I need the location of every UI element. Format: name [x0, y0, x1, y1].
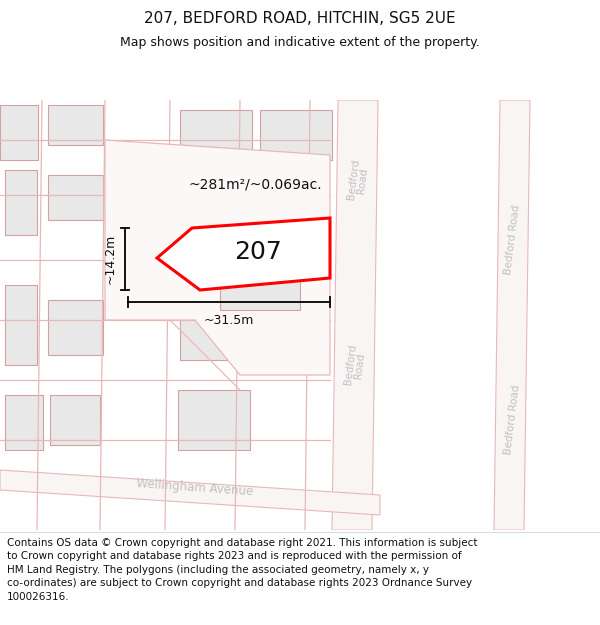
- Text: Bedford
Road: Bedford Road: [343, 343, 367, 387]
- Polygon shape: [48, 300, 103, 355]
- Polygon shape: [5, 170, 37, 235]
- Polygon shape: [48, 105, 103, 145]
- Polygon shape: [180, 300, 252, 360]
- Text: ~281m²/~0.069ac.: ~281m²/~0.069ac.: [188, 178, 322, 192]
- Text: ~14.2m: ~14.2m: [104, 234, 117, 284]
- Polygon shape: [50, 395, 100, 445]
- Polygon shape: [494, 100, 530, 530]
- Polygon shape: [0, 470, 380, 515]
- Polygon shape: [5, 395, 43, 450]
- Text: Bedford Road: Bedford Road: [503, 384, 521, 456]
- Polygon shape: [0, 105, 38, 160]
- Polygon shape: [178, 390, 250, 450]
- Polygon shape: [180, 180, 252, 235]
- Text: Bedford Road: Bedford Road: [503, 204, 521, 276]
- Polygon shape: [48, 175, 103, 220]
- Polygon shape: [105, 140, 330, 375]
- Polygon shape: [332, 100, 378, 530]
- Text: 207, BEDFORD ROAD, HITCHIN, SG5 2UE: 207, BEDFORD ROAD, HITCHIN, SG5 2UE: [144, 11, 456, 26]
- Polygon shape: [260, 110, 332, 160]
- Polygon shape: [220, 250, 300, 310]
- Polygon shape: [260, 190, 325, 250]
- Text: Map shows position and indicative extent of the property.: Map shows position and indicative extent…: [120, 36, 480, 49]
- Polygon shape: [180, 110, 252, 160]
- Text: Bedford
Road: Bedford Road: [346, 158, 370, 202]
- Text: ~31.5m: ~31.5m: [204, 314, 254, 327]
- Text: Contains OS data © Crown copyright and database right 2021. This information is : Contains OS data © Crown copyright and d…: [7, 538, 478, 602]
- Polygon shape: [157, 218, 330, 290]
- Polygon shape: [5, 285, 37, 365]
- Text: Wellingham Avenue: Wellingham Avenue: [136, 478, 254, 499]
- Text: 207: 207: [234, 240, 282, 264]
